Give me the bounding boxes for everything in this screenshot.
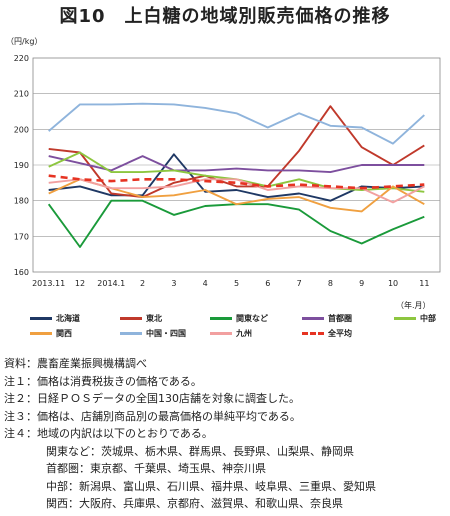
legend-label: 首都圏 [328, 314, 352, 323]
legend-swatch [120, 317, 142, 320]
x-tick-label: 2014.1 [97, 279, 125, 288]
legend-swatch [30, 332, 52, 335]
x-tick-label: 10 [388, 279, 398, 288]
legend-label: 九州 [236, 329, 252, 338]
legend-item-4: 中部 [394, 313, 436, 324]
x-tick-label: 8 [328, 279, 333, 288]
legend-label: 中国・四国 [146, 329, 186, 338]
x-tick-label: 3 [171, 279, 176, 288]
x-tick-label: 6 [265, 279, 270, 288]
series-line-1 [48, 105, 425, 199]
legend-item-8: 全平均 [302, 328, 352, 339]
x-tick-label: 9 [359, 279, 364, 288]
y-axis-unit-label: （円/kg） [6, 37, 43, 46]
notes-section: 資料：農畜産業振興機構調べ 注１：価格は消費税抜きの価格である。 注２：日経ＰＯ… [4, 355, 450, 513]
x-tick-label: 12 [75, 279, 85, 288]
legend-label: 関東など [236, 314, 268, 323]
legend-label: 東北 [146, 314, 162, 323]
series-line-8 [48, 174, 425, 190]
series-line-6 [48, 102, 425, 145]
x-axis-unit-label: （年.月） [396, 301, 431, 310]
y-tick-label: 180 [14, 197, 29, 206]
legend-item-0: 北海道 [30, 313, 80, 324]
legend-item-1: 東北 [120, 313, 162, 324]
legend-label: 北海道 [56, 314, 80, 323]
x-tick-label: 11 [419, 279, 429, 288]
region-note-kansai: 関西：大阪府、兵庫県、京都府、滋賀県、和歌山県、奈良県 [46, 497, 343, 510]
legend-swatch [302, 317, 324, 320]
region-note-chubu: 中部：新潟県、富山県、石川県、福井県、岐阜県、三重県、愛知県 [46, 479, 376, 493]
x-tick-label: 4 [203, 279, 208, 288]
region-note-shutoken: 首都圏：東京都、千葉県、埼玉県、神奈川県 [46, 462, 266, 475]
legend-label: 関西 [56, 329, 72, 338]
legend-swatch [210, 317, 232, 320]
x-tick-label: 2013.11 [32, 279, 65, 288]
y-tick-label: 170 [14, 232, 29, 241]
legend-swatch [394, 317, 416, 320]
legend-swatch [30, 317, 52, 320]
y-tick-label: 220 [14, 54, 29, 63]
y-tick-label: 160 [14, 268, 29, 277]
legend-item-5: 関西 [30, 328, 72, 339]
note-1: 注１：価格は消費税抜きの価格である。 [4, 374, 202, 388]
legend-item-2: 関東など [210, 313, 268, 324]
legend-item-3: 首都圏 [302, 313, 352, 324]
x-tick-label: 7 [297, 279, 302, 288]
note-2: 注２：日経ＰＯＳデータの全国130店舗を対象に調査した。 [4, 392, 300, 405]
legend-swatch [210, 332, 232, 335]
series-line-2 [47, 199, 425, 248]
source-note: 資料：農畜産業振興機構調べ [4, 357, 147, 370]
y-tick-label: 210 [14, 90, 29, 99]
line-chart: 160 170 180 190 200 210 220 2013.11 12 2014.1 2 3 4 5… [14, 54, 441, 288]
legend-item-6: 中国・四国 [120, 328, 186, 339]
legend-label: 全平均 [328, 329, 352, 338]
legend-swatch [120, 332, 142, 335]
series-line-0 [48, 153, 425, 202]
note-3: 注３：価格は、店舗別商品別の最高価格の単純平均である。 [4, 409, 301, 423]
page-title: 図10 上白糖の地域別販売価格の推移 [59, 6, 391, 27]
legend-item-7: 九州 [210, 328, 252, 339]
y-tick-label: 200 [14, 125, 29, 134]
legend-swatch [302, 332, 324, 335]
region-note-kanto: 関東など：茨城県、栃木県、群馬県、長野県、山梨県、静岡県 [46, 444, 354, 458]
series-line-3 [48, 155, 425, 174]
y-tick-label: 190 [14, 161, 29, 170]
x-tick-label: 2 [140, 279, 145, 288]
legend-label: 中部 [420, 314, 436, 323]
note-4: 注４：地域の内訳は以下のとおりである。 [4, 427, 213, 440]
x-tick-label: 5 [234, 279, 239, 288]
